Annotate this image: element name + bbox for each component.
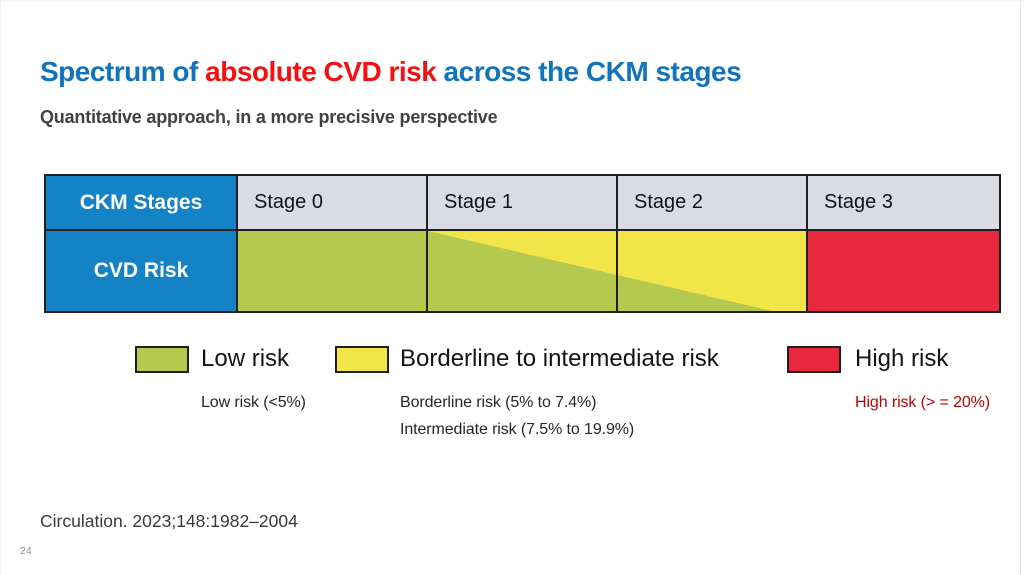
legend-label-borderline-risk: Borderline to intermediate risk xyxy=(400,345,719,372)
risk-cell-stage-3-high xyxy=(808,231,999,311)
slide-right-edge xyxy=(1020,0,1021,575)
title-segment-blue-2: across the CKM stages xyxy=(436,56,742,87)
table-header-stage-2: Stage 2 xyxy=(618,176,806,229)
risk-cell-stage-0-low xyxy=(238,231,426,311)
ckm-risk-table: CKM Stages Stage 0 Stage 1 Stage 2 Stage… xyxy=(44,174,1001,313)
page-number: 24 xyxy=(20,545,32,557)
risk-cell-stage-1-2-gradient xyxy=(428,231,806,311)
table-header-stage-3: Stage 3 xyxy=(808,176,999,229)
table-header-stage-0: Stage 0 xyxy=(238,176,426,229)
detail-intermediate-risk-range: Intermediate risk (7.5% to 19.9%) xyxy=(400,421,635,438)
title-segment-blue-1: Spectrum of xyxy=(40,56,206,87)
title-segment-red: absolute CVD risk xyxy=(205,56,437,87)
slide-left-edge xyxy=(0,0,1,575)
table-header-stage-1: Stage 1 xyxy=(428,176,616,229)
detail-borderline-risk-range: Borderline risk (5% to 7.4%) xyxy=(400,394,597,411)
slide-title: Spectrum of absolute CVD risk across the… xyxy=(40,56,742,88)
detail-low-risk-range: Low risk (<5%) xyxy=(201,394,306,411)
table-corner-header: CKM Stages xyxy=(46,176,236,229)
legend-label-low-risk: Low risk xyxy=(201,345,290,372)
legend-swatch-high-risk xyxy=(787,346,841,373)
legend-label-high-risk: High risk xyxy=(855,345,949,372)
detail-high-risk-range: High risk (> = 20%) xyxy=(855,394,991,411)
slide-subtitle: Quantitative approach, in a more precisi… xyxy=(40,107,498,127)
legend-swatch-borderline-risk xyxy=(335,346,389,373)
stage-1-2-divider xyxy=(616,231,618,311)
citation-reference: Circulation. 2023;148:1982–2004 xyxy=(40,511,298,531)
table-row-label-cvd-risk: CVD Risk xyxy=(46,231,236,311)
slide-top-edge xyxy=(0,0,1024,2)
legend-swatch-low-risk xyxy=(135,346,189,373)
